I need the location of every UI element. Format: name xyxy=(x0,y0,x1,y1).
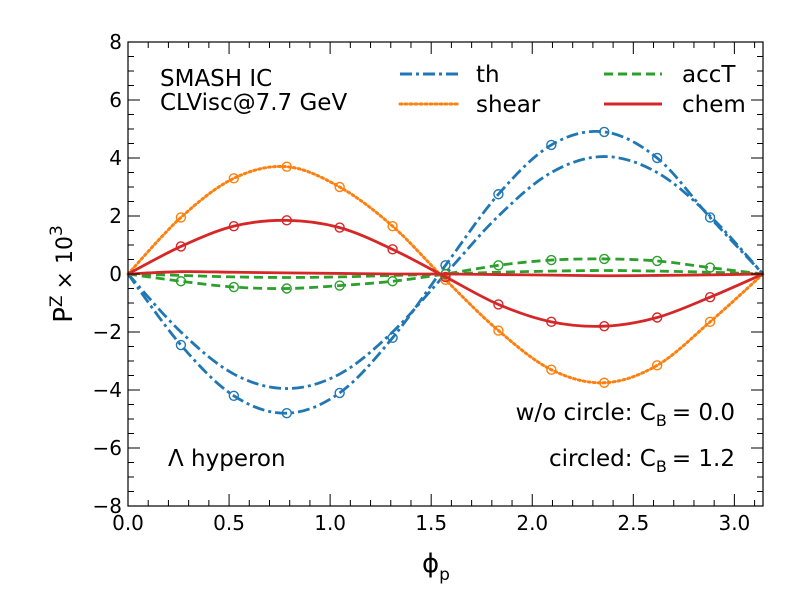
marker-th xyxy=(175,339,187,351)
marker-chem xyxy=(334,222,345,233)
x-tick-label: 2.0 xyxy=(516,511,548,535)
marker-accT xyxy=(281,283,292,294)
series-line-accT-cb0 xyxy=(127,269,764,279)
series-th xyxy=(126,126,765,419)
marker-chem xyxy=(546,316,557,328)
marker-shear xyxy=(704,316,716,328)
x-axis-title-sub: p xyxy=(439,565,450,585)
marker-accT xyxy=(651,255,663,267)
x-axis-title: ϕp xyxy=(422,549,450,585)
marker-shear xyxy=(387,220,398,232)
x-tick-label: 1.5 xyxy=(415,511,447,535)
y-tick-label: −8 xyxy=(93,494,122,518)
x-tick-label: 2.5 xyxy=(617,511,649,535)
marker-th xyxy=(599,126,610,138)
y-axis-title: PZ × 103 xyxy=(47,225,79,323)
y-tick-label: 0 xyxy=(109,262,122,286)
y-tick-label: −2 xyxy=(93,320,122,344)
model-label-line2: CLVisc@7.7 GeV xyxy=(160,90,347,116)
series-line-shear-cb12 xyxy=(126,165,765,385)
particle-label: Λ hyperon xyxy=(168,446,286,472)
circled-note: circled: CB = 1.2 xyxy=(549,446,735,476)
marker-chem xyxy=(228,220,240,232)
marker-accT xyxy=(704,262,716,273)
x-tick-label: 1.0 xyxy=(314,511,346,535)
x-tick-label: 3.0 xyxy=(718,511,750,535)
marker-shear xyxy=(334,181,345,193)
marker-chem xyxy=(387,244,398,255)
legend-label-acct: accT xyxy=(682,62,736,88)
marker-chem xyxy=(599,321,610,332)
marker-th xyxy=(704,212,716,223)
marker-shear xyxy=(281,161,292,172)
marker-chem xyxy=(175,241,187,252)
marker-shear xyxy=(651,360,663,371)
series-line-chem-cb0 xyxy=(127,270,764,278)
y-axis-title-sup: Z xyxy=(47,295,67,307)
x-tick-label: 0.0 xyxy=(112,511,144,535)
marker-chem xyxy=(493,299,504,310)
wo-circle-value: = 0.0 xyxy=(672,400,735,426)
series-line-th-cb12 xyxy=(126,130,765,415)
y-tick-label: 8 xyxy=(109,30,122,54)
y-axis-title-suffix-sup: 3 xyxy=(47,225,67,236)
marker-shear xyxy=(493,325,504,336)
circled-value: = 1.2 xyxy=(672,446,735,472)
marker-accT xyxy=(546,254,557,266)
circled-prefix: circled: C xyxy=(549,446,656,472)
marker-chem xyxy=(704,292,716,303)
marker-th xyxy=(281,408,292,419)
marker-th xyxy=(334,387,345,399)
y-tick-label: 6 xyxy=(109,88,122,112)
marker-chem xyxy=(281,215,292,226)
y-axis-title-main: P xyxy=(49,307,79,323)
marker-th xyxy=(651,152,663,164)
legend-label-th: th xyxy=(476,62,500,88)
model-label-line1: SMASH IC xyxy=(160,66,272,92)
series-accT xyxy=(127,253,764,294)
marker-chem xyxy=(440,271,451,283)
marker-accT xyxy=(599,253,610,265)
plot-frame xyxy=(127,41,764,507)
series-shear xyxy=(126,161,765,388)
marker-shear xyxy=(546,364,557,375)
x-tick-label: 0.5 xyxy=(213,511,245,535)
x-axis-title-main: ϕ xyxy=(422,549,439,579)
y-tick-label: 2 xyxy=(109,204,122,228)
marker-shear xyxy=(599,377,610,388)
marker-accT xyxy=(493,260,504,271)
marker-th xyxy=(228,390,240,401)
y-tick-label: −6 xyxy=(93,436,122,460)
series-layer xyxy=(126,126,765,419)
marker-accT xyxy=(175,276,187,287)
series-line-th-cb0 xyxy=(126,155,765,390)
series-chem xyxy=(127,215,764,332)
wo-circle-sub: B xyxy=(656,411,667,430)
y-tick-label: −4 xyxy=(93,378,122,402)
legend: th shear accT chem xyxy=(398,62,746,118)
marker-th xyxy=(546,139,557,151)
ticks-layer: 0.0 0.5 1.0 1.5 2.0 2.5 3.0 −8 −6 −4 −2 0 2 4 6 8 xyxy=(93,30,763,535)
marker-accT xyxy=(387,276,398,287)
marker-th xyxy=(493,189,504,200)
wo-circle-prefix: w/o circle: C xyxy=(516,400,656,426)
y-axis-title-suffix: × 10 xyxy=(53,236,78,289)
marker-chem xyxy=(651,312,663,323)
marker-shear xyxy=(175,212,187,223)
legend-label-shear: shear xyxy=(476,92,541,118)
marker-accT xyxy=(334,280,345,291)
series-line-chem-cb12 xyxy=(127,218,764,328)
y-tick-label: 4 xyxy=(109,146,122,170)
wo-circle-note: w/o circle: CB = 0.0 xyxy=(516,400,735,430)
marker-th xyxy=(387,332,398,343)
marker-shear xyxy=(228,173,240,184)
circled-sub: B xyxy=(656,457,667,476)
legend-label-chem: chem xyxy=(682,92,746,118)
marker-accT xyxy=(228,281,240,293)
series-line-accT-cb12 xyxy=(127,257,764,290)
